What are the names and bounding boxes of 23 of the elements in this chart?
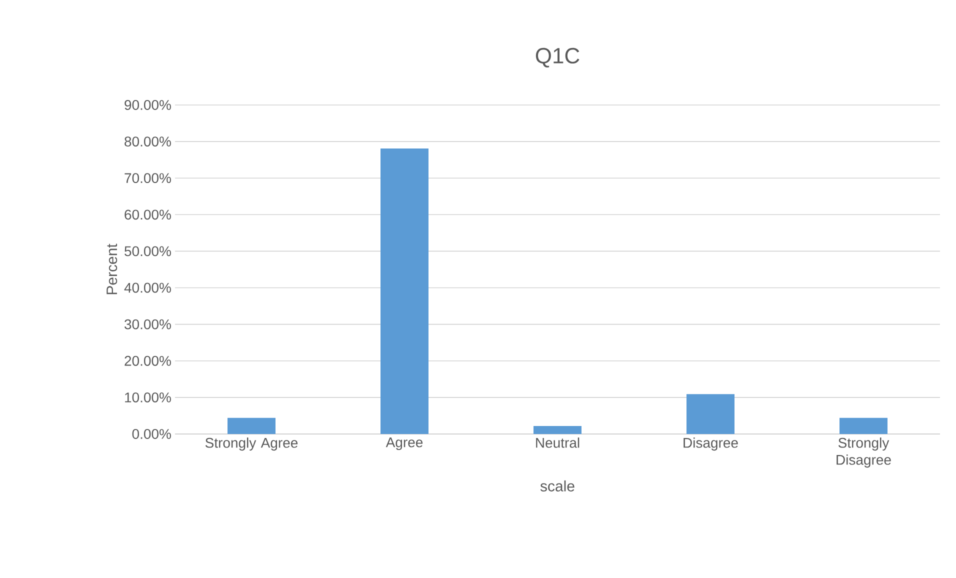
y-tick-label: 40.00% [124,282,171,293]
chart-title: Q1C [536,48,580,68]
y-tick-label: 10.00% [125,392,171,402]
y-tick-label: 80.00% [124,136,171,147]
bar [686,394,734,434]
x-tick-label: Strongly Agree [205,438,298,451]
bar [380,148,429,434]
x-tick-label: Disagree [684,438,738,451]
y-tick-label: 20.00% [124,356,171,366]
bar [534,426,582,434]
x-tick-label: Strongly Disagree [836,438,891,468]
y-axis-title: Percent [106,244,118,294]
x-tick-label: Agree [386,438,423,450]
x-axis-title: scale [540,480,574,492]
y-tick-label: 30.00% [124,319,171,330]
y-tick-label: 50.00% [124,246,171,256]
bar [840,418,888,434]
y-tick-label: 70.00% [124,173,171,184]
x-tick-label: Neutral [536,438,580,448]
y-tick-label: 60.00% [124,210,171,220]
y-tick-label: 0.00% [132,429,171,439]
y-tick-label: 90.00% [124,100,171,110]
bar [228,418,276,434]
